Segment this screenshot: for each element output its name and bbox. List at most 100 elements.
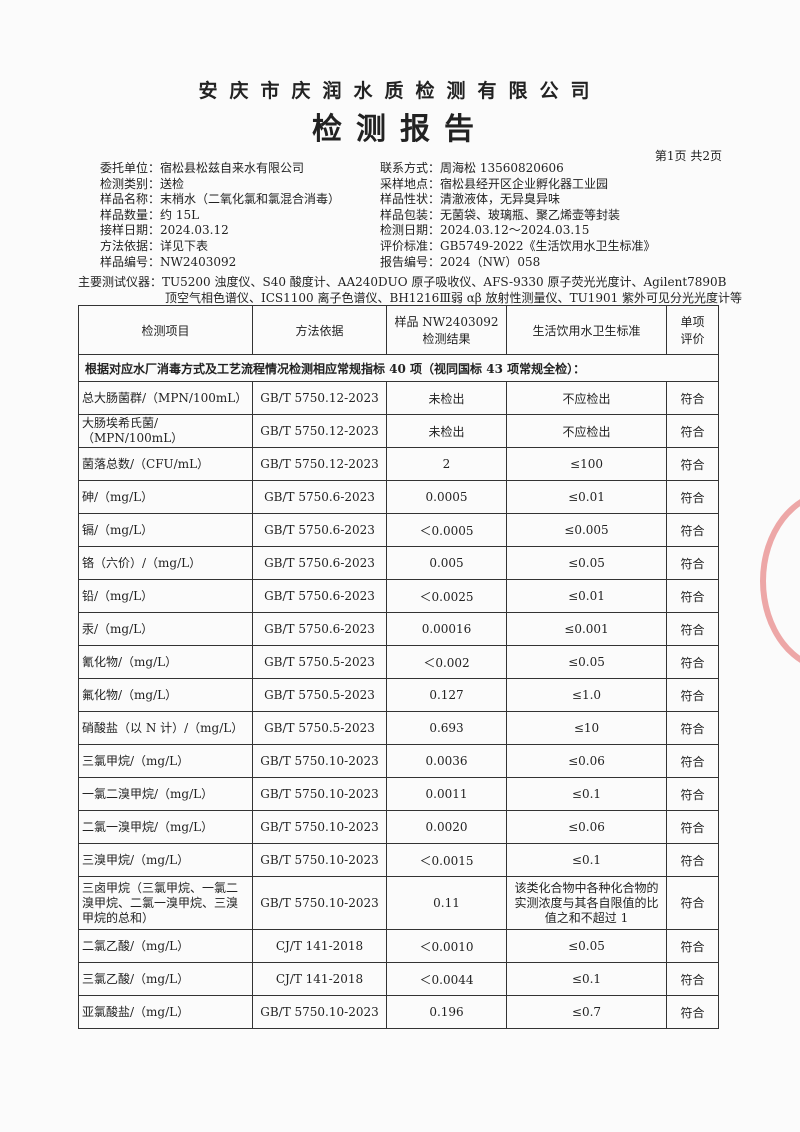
section-cell: 根据对应水厂消毒方式及工艺流程情况检测相应常规指标 40 项（视同国标 43 项… xyxy=(78,354,719,382)
header-text: 检测项目 xyxy=(141,323,190,338)
table-row: 三卤甲烷（三氯甲烷、一氯二溴甲烷、二氯一溴甲烷、三溴甲烷的总和） GB/T 575… xyxy=(78,876,719,930)
method: GB/T 5750.12-2023 xyxy=(252,447,387,481)
result: 未检出 xyxy=(386,381,507,415)
item-name: 铬（六价）/（mg/L） xyxy=(78,546,253,580)
item-name: 氰化物/（mg/L） xyxy=(78,645,253,679)
header-cell: 单项 评价 xyxy=(666,305,719,355)
method: GB/T 5750.5-2023 xyxy=(252,678,387,712)
method: GB/T 5750.12-2023 xyxy=(252,414,387,448)
item-name: 汞/（mg/L） xyxy=(78,612,253,646)
evaluation: 符合 xyxy=(666,480,719,514)
table-row: 二氯乙酸/（mg/L） CJ/T 141-2018 ＜0.0010 ≤0.05 符合 xyxy=(78,929,719,963)
table-row: 大肠埃希氏菌/（MPN/100mL） GB/T 5750.12-2023 未检出 不应… xyxy=(78,414,719,448)
instruments-line: 主要测试仪器：TU5200 浊度仪、S40 酸度计、AA240DUO 原子吸收仪… xyxy=(78,275,727,289)
header-text: 评价 xyxy=(680,332,705,346)
method: GB/T 5750.5-2023 xyxy=(252,711,387,745)
standard: ≤1.0 xyxy=(506,678,667,712)
result: 0.005 xyxy=(386,546,507,580)
standard: ≤0.01 xyxy=(506,480,667,514)
evaluation: 符合 xyxy=(666,744,719,778)
table-row: 汞/（mg/L） GB/T 5750.6-2023 0.00016 ≤0.001 符合 xyxy=(78,612,719,646)
result: 0.0005 xyxy=(386,480,507,514)
instruments-line: 顶空气相色谱仪、ICS1100 离子色谱仪、BH1216Ⅲ弱 αβ 放射性测量仪… xyxy=(165,291,743,305)
table-row: 铅/（mg/L） GB/T 5750.6-2023 ＜0.0025 ≤0.01 符合 xyxy=(78,579,719,613)
method: GB/T 5750.6-2023 xyxy=(252,612,387,646)
header-text: 生活饮用水卫生标准 xyxy=(532,323,641,338)
info-field: 联系方式：周海松 13560820606 xyxy=(380,161,564,175)
item-name: 三氯乙酸/（mg/L） xyxy=(78,962,253,996)
standard: ≤0.06 xyxy=(506,810,667,844)
header-cell: 方法依据 xyxy=(252,305,387,355)
result: 0.11 xyxy=(386,876,507,930)
results-table: 检测项目 方法依据 样品 NW2403092 检测结果 生活饮用水卫生标准 单项 评价 根据… xyxy=(78,305,719,1029)
evaluation: 符合 xyxy=(666,414,719,448)
table-row: 氟化物/（mg/L） GB/T 5750.5-2023 0.127 ≤1.0 符合 xyxy=(78,678,719,712)
standard: ≤0.005 xyxy=(506,513,667,547)
table-row: 一氯二溴甲烷/（mg/L） GB/T 5750.10-2023 0.0011 ≤0.1… xyxy=(78,777,719,811)
info-field: 评价标准：GB5749-2022《生活饮用水卫生标准》 xyxy=(380,238,656,253)
result: 0.00016 xyxy=(386,612,507,646)
result: ＜0.0044 xyxy=(386,962,507,996)
result: 未检出 xyxy=(386,414,507,448)
info-field: 采样地点：宿松县经开区企业孵化器工业园 xyxy=(380,176,609,191)
table-header: 检测项目 方法依据 样品 NW2403092 检测结果 生活饮用水卫生标准 单项 评价 xyxy=(78,305,719,355)
table-row: 总大肠菌群/（MPN/100mL） GB/T 5750.12-2023 未检出 不应检… xyxy=(78,381,719,415)
evaluation: 符合 xyxy=(666,995,719,1029)
table-row: 二氯一溴甲烷/（mg/L） GB/T 5750.10-2023 0.0020 ≤0.0… xyxy=(78,810,719,844)
item-name: 一氯二溴甲烷/（mg/L） xyxy=(78,777,253,811)
info-left: 委托单位：宿松县松兹自来水有限公司 检测类别：送检 样品名称：末梢水（二氧化氯和氯混… xyxy=(100,161,340,270)
result: ＜0.0010 xyxy=(386,929,507,963)
evaluation: 符合 xyxy=(666,777,719,811)
item-name: 三氯甲烷/（mg/L） xyxy=(78,744,253,778)
item-name: 菌落总数/（CFU/mL） xyxy=(78,447,253,481)
item-name: 三卤甲烷（三氯甲烷、一氯二溴甲烷、二氯一溴甲烷、三溴甲烷的总和） xyxy=(78,876,253,930)
evaluation: 符合 xyxy=(666,711,719,745)
info-field: 样品包装：无菌袋、玻璃瓶、聚乙烯壶等封装 xyxy=(380,207,621,222)
result: 0.0011 xyxy=(386,777,507,811)
method: GB/T 5750.10-2023 xyxy=(252,744,387,778)
standard: ≤0.05 xyxy=(506,645,667,679)
info-field: 样品性状：清澈液体，无异臭异味 xyxy=(380,192,561,207)
info-right: 联系方式：周海松 13560820606 采样地点：宿松县经开区企业孵化器工业园样… xyxy=(380,161,656,270)
result: 0.0020 xyxy=(386,810,507,844)
evaluation: 符合 xyxy=(666,810,719,844)
result: ＜0.0025 xyxy=(386,579,507,613)
item-name: 硝酸盐（以 N 计）/（mg/L） xyxy=(78,711,253,745)
evaluation: 符合 xyxy=(666,612,719,646)
standard: ≤100 xyxy=(506,447,667,481)
evaluation: 符合 xyxy=(666,843,719,877)
header-text: 方法依据 xyxy=(295,323,344,338)
result: ＜0.0005 xyxy=(386,513,507,547)
standard: ≤0.001 xyxy=(506,612,667,646)
info-field: 报告编号：2024（NW）058 xyxy=(380,254,541,269)
table-row: 亚氯酸盐/（mg/L） GB/T 5750.10-2023 0.196 ≤0.7 符合 xyxy=(78,995,719,1029)
evaluation: 符合 xyxy=(666,678,719,712)
method: GB/T 5750.6-2023 xyxy=(252,579,387,613)
header-text: 单项 xyxy=(680,315,705,329)
table-row: 三溴甲烷/（mg/L） GB/T 5750.10-2023 ＜0.0015 ≤0.1 符… xyxy=(78,843,719,877)
info-field: 检测日期：2024.03.12～2024.03.15 xyxy=(380,223,590,238)
standard: ≤0.05 xyxy=(506,546,667,580)
result: 2 xyxy=(386,447,507,481)
table-row: 氰化物/（mg/L） GB/T 5750.5-2023 ＜0.002 ≤0.05 符合 xyxy=(78,645,719,679)
method: GB/T 5750.6-2023 xyxy=(252,480,387,514)
standard: ≤0.06 xyxy=(506,744,667,778)
info-field: 接样日期：2024.03.12 xyxy=(100,223,229,238)
standard: ≤0.01 xyxy=(506,579,667,613)
report-title: 检测报告 xyxy=(312,112,488,147)
standard: ≤0.1 xyxy=(506,843,667,877)
item-name: 镉/（mg/L） xyxy=(78,513,253,547)
evaluation: 符合 xyxy=(666,579,719,613)
table-row: 菌落总数/（CFU/mL） GB/T 5750.12-2023 2 ≤100 符合 xyxy=(78,447,719,481)
method: GB/T 5750.6-2023 xyxy=(252,513,387,547)
item-name: 三溴甲烷/（mg/L） xyxy=(78,843,253,877)
item-name: 大肠埃希氏菌/（MPN/100mL） xyxy=(78,414,253,448)
method: GB/T 5750.5-2023 xyxy=(252,645,387,679)
table-row: 砷/（mg/L） GB/T 5750.6-2023 0.0005 ≤0.01 符合 xyxy=(78,480,719,514)
method: GB/T 5750.10-2023 xyxy=(252,777,387,811)
standard: 不应检出 xyxy=(506,414,667,448)
result: ＜0.0015 xyxy=(386,843,507,877)
standard: ≤0.7 xyxy=(506,995,667,1029)
result: 0.0036 xyxy=(386,744,507,778)
info-field: 委托单位：宿松县松兹自来水有限公司 xyxy=(100,161,305,175)
